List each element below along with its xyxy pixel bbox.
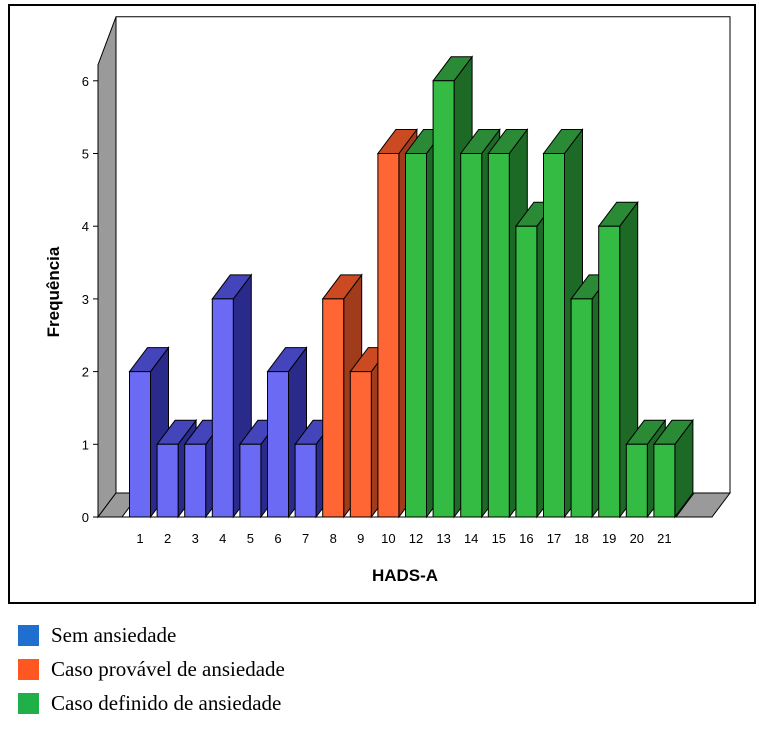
x-tick-label: 6 bbox=[274, 531, 281, 546]
bar-front bbox=[653, 443, 676, 518]
x-tick-label: 18 bbox=[574, 531, 588, 546]
x-tick-label: 19 bbox=[602, 531, 616, 546]
x-tick-label: 17 bbox=[547, 531, 561, 546]
legend-swatch bbox=[18, 692, 39, 714]
legend: Sem ansiedade Caso provável de ansiedade… bbox=[18, 618, 285, 720]
left-wall bbox=[97, 16, 117, 519]
x-tick-label: 16 bbox=[519, 531, 533, 546]
bar-front bbox=[460, 153, 483, 518]
bar-front bbox=[570, 298, 593, 518]
bar-front bbox=[625, 443, 648, 518]
x-tick-label: 2 bbox=[164, 531, 171, 546]
bar-front bbox=[267, 371, 289, 518]
y-tick-label: 2 bbox=[82, 365, 89, 380]
bar-front bbox=[543, 153, 565, 518]
x-tick-label: 13 bbox=[436, 531, 450, 546]
bar-front bbox=[184, 443, 207, 518]
bar-front bbox=[349, 371, 372, 518]
legend-swatch bbox=[18, 658, 39, 680]
legend-label: Caso definido de ansiedade bbox=[51, 690, 282, 715]
bar-front bbox=[129, 371, 151, 518]
legend-item-caso-definido: Caso definido de ansiedade bbox=[18, 686, 285, 720]
y-tick-label: 5 bbox=[82, 147, 89, 162]
x-axis-title: HADS-A bbox=[372, 566, 438, 585]
x-tick-label: 14 bbox=[464, 531, 478, 546]
y-axis-title: Frequência bbox=[44, 246, 63, 337]
x-tick-label: 7 bbox=[302, 531, 309, 546]
x-tick-label: 1 bbox=[136, 531, 143, 546]
y-tick-label: 6 bbox=[82, 74, 89, 89]
x-tick-label: 9 bbox=[357, 531, 364, 546]
bar-front bbox=[156, 443, 179, 518]
y-tick-label: 3 bbox=[82, 292, 89, 307]
bar-front bbox=[294, 443, 317, 518]
bar-front bbox=[377, 153, 400, 518]
bar-front bbox=[432, 80, 455, 518]
legend-label: Caso provável de ansiedade bbox=[51, 656, 285, 681]
x-tick-label: 12 bbox=[409, 531, 423, 546]
bar-front bbox=[515, 225, 538, 518]
y-tick-label: 1 bbox=[82, 437, 89, 452]
x-tick-label: 21 bbox=[657, 531, 671, 546]
x-tick-label: 15 bbox=[492, 531, 506, 546]
bar-front bbox=[211, 298, 234, 518]
bar bbox=[652, 418, 694, 519]
bar-front bbox=[405, 153, 427, 518]
x-tick-label: 3 bbox=[192, 531, 199, 546]
chart-frame: 0 1 2 3 4 5 6 1 2 3 4 5 6 7 8 9 10 12 13 14 15 16 17 18 19 20 21 HA… bbox=[8, 4, 756, 604]
legend-item-sem-ansiedade: Sem ansiedade bbox=[18, 618, 285, 652]
legend-label: Sem ansiedade bbox=[51, 622, 177, 647]
legend-swatch bbox=[18, 624, 39, 646]
bar-front bbox=[487, 153, 510, 518]
x-tick-label: 10 bbox=[381, 531, 395, 546]
bar-front bbox=[239, 443, 262, 518]
x-tick-label: 4 bbox=[219, 531, 226, 546]
y-tick-label: 0 bbox=[82, 510, 89, 525]
bar-front bbox=[322, 298, 345, 518]
legend-item-caso-provavel: Caso provável de ansiedade bbox=[18, 652, 285, 686]
y-tick-label: 4 bbox=[82, 219, 89, 234]
x-tick-label: 8 bbox=[330, 531, 337, 546]
x-tick-label: 5 bbox=[247, 531, 254, 546]
bar-front bbox=[598, 225, 621, 518]
x-tick-label: 20 bbox=[630, 531, 644, 546]
